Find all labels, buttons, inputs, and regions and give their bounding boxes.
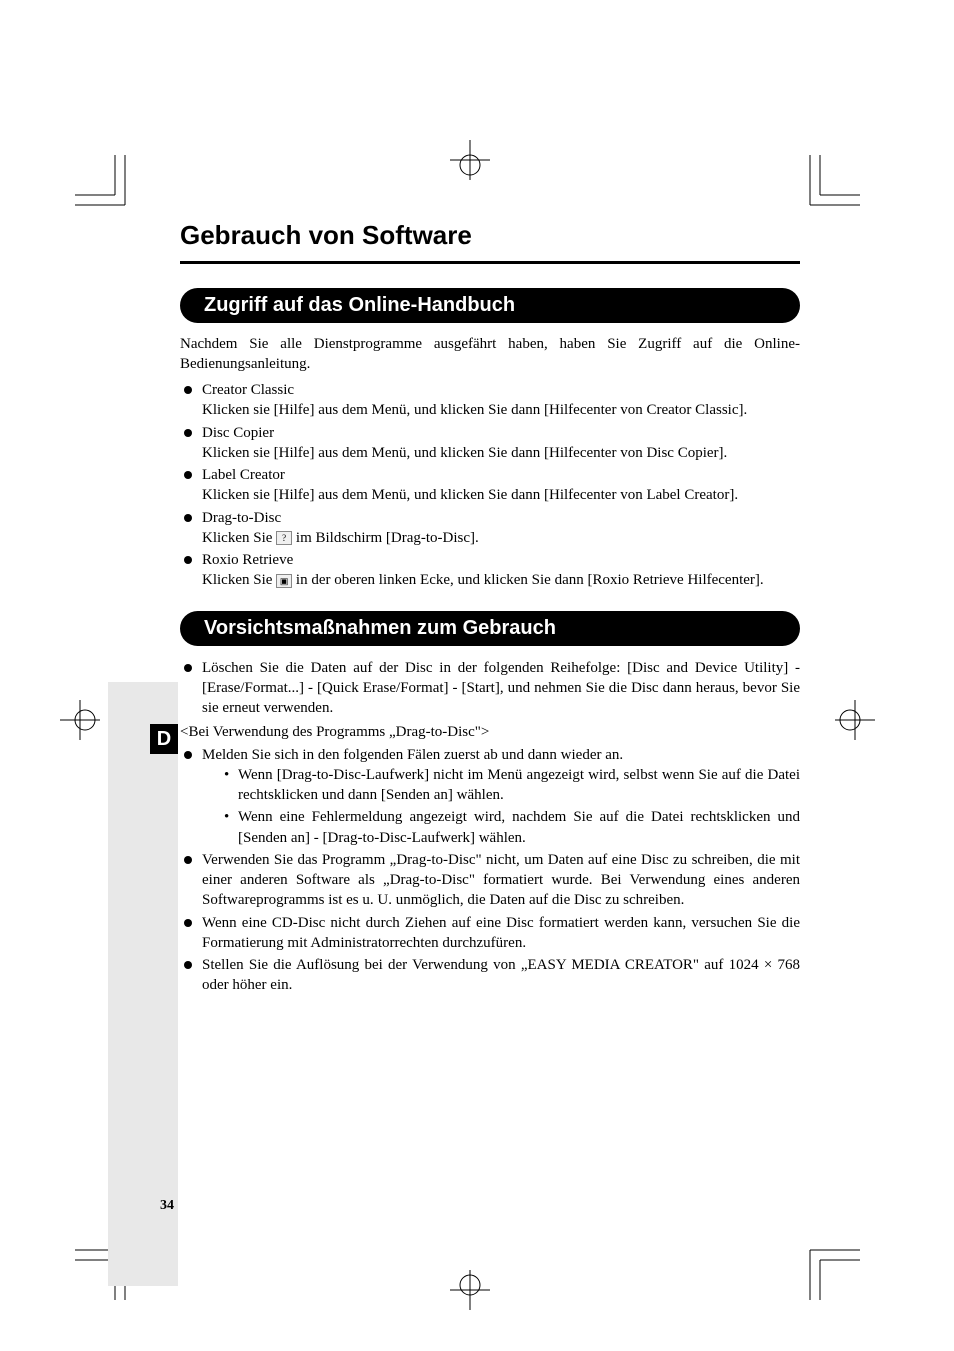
register-mark-top [450,140,490,180]
desc-before: Klicken Sie [202,572,276,588]
desc-after: im Bildschirm [Drag-to-Disc]. [292,530,479,546]
item-label: Disc Copier [202,423,800,443]
section1-list: Creator Classic Klicken sie [Hilfe] aus … [180,380,800,591]
item-label: Label Creator [202,465,800,485]
list-item: Verwenden Sie das Programm „Drag-to-Disc… [180,850,800,911]
side-tab: D [150,724,178,754]
section2-header: Vorsichtsmaßnahmen zum Gebrauch [180,611,800,646]
sub-item: Wenn [Drag-to-Disc-Laufwerk] nicht im Me… [224,765,800,806]
crop-mark-br [800,1240,860,1300]
section2-list-a: Löschen Sie die Daten auf der Disc in de… [180,658,800,719]
list-item: Wenn eine CD-Disc nicht durch Ziehen auf… [180,913,800,954]
page-content: Gebrauch von Software Zugriff auf das On… [180,220,800,1016]
item-text: Verwenden Sie das Programm „Drag-to-Disc… [202,852,800,909]
section1-header: Zugriff auf das Online-Handbuch [180,288,800,323]
crop-mark-tr [800,155,860,215]
section2-list-b: Melden Sie sich in den folgenden Fälen z… [180,745,800,996]
list-item: Stellen Sie die Auflösung bei der Verwen… [180,955,800,996]
app-icon: ▣ [276,574,292,588]
item-desc: Klicken sie [Hilfe] aus dem Menü, und kl… [202,400,800,420]
list-item: Melden Sie sich in den folgenden Fälen z… [180,745,800,848]
page-title: Gebrauch von Software [180,220,800,251]
item-text: Stellen Sie die Auflösung bei der Verwen… [202,957,800,993]
list-item: Löschen Sie die Daten auf der Disc in de… [180,658,800,719]
register-mark-right [835,700,875,740]
section2-note: <Bei Verwendung des Programms „Drag-to-D… [180,722,800,742]
item-desc: Klicken sie [Hilfe] aus dem Menü, und kl… [202,443,800,463]
desc-before: Klicken Sie [202,530,276,546]
item-label: Creator Classic [202,380,800,400]
item-text: Wenn eine CD-Disc nicht durch Ziehen auf… [202,915,800,951]
item-text: Löschen Sie die Daten auf der Disc in de… [202,660,800,717]
desc-after: in der oberen linken Ecke, und klicken S… [292,572,764,588]
item-label: Drag-to-Disc [202,508,800,528]
list-item: Label Creator Klicken sie [Hilfe] aus de… [180,465,800,506]
page-number: 34 [160,1198,174,1214]
list-item: Roxio Retrieve Klicken Sie ▣ in der ober… [180,550,800,591]
list-item: Disc Copier Klicken sie [Hilfe] aus dem … [180,423,800,464]
sub-item: Wenn eine Fehlermeldung angezeigt wird, … [224,807,800,848]
item-text: Melden Sie sich in den folgenden Fälen z… [202,747,623,763]
register-mark-left [60,700,100,740]
section1-intro: Nachdem Sie alle Dienstprogramme ausgefä… [180,335,800,374]
item-desc: Klicken Sie ? im Bildschirm [Drag-to-Dis… [202,528,800,548]
crop-mark-tl [75,155,135,215]
register-mark-bottom [450,1270,490,1310]
list-item: Creator Classic Klicken sie [Hilfe] aus … [180,380,800,421]
item-desc: Klicken Sie ▣ in der oberen linken Ecke,… [202,570,800,590]
title-divider [180,261,800,264]
item-label: Roxio Retrieve [202,550,800,570]
help-icon: ? [276,531,292,545]
item-desc: Klicken sie [Hilfe] aus dem Menü, und kl… [202,485,800,505]
side-bar [108,682,178,1286]
list-item: Drag-to-Disc Klicken Sie ? im Bildschirm… [180,508,800,549]
sub-list: Wenn [Drag-to-Disc-Laufwerk] nicht im Me… [224,765,800,848]
